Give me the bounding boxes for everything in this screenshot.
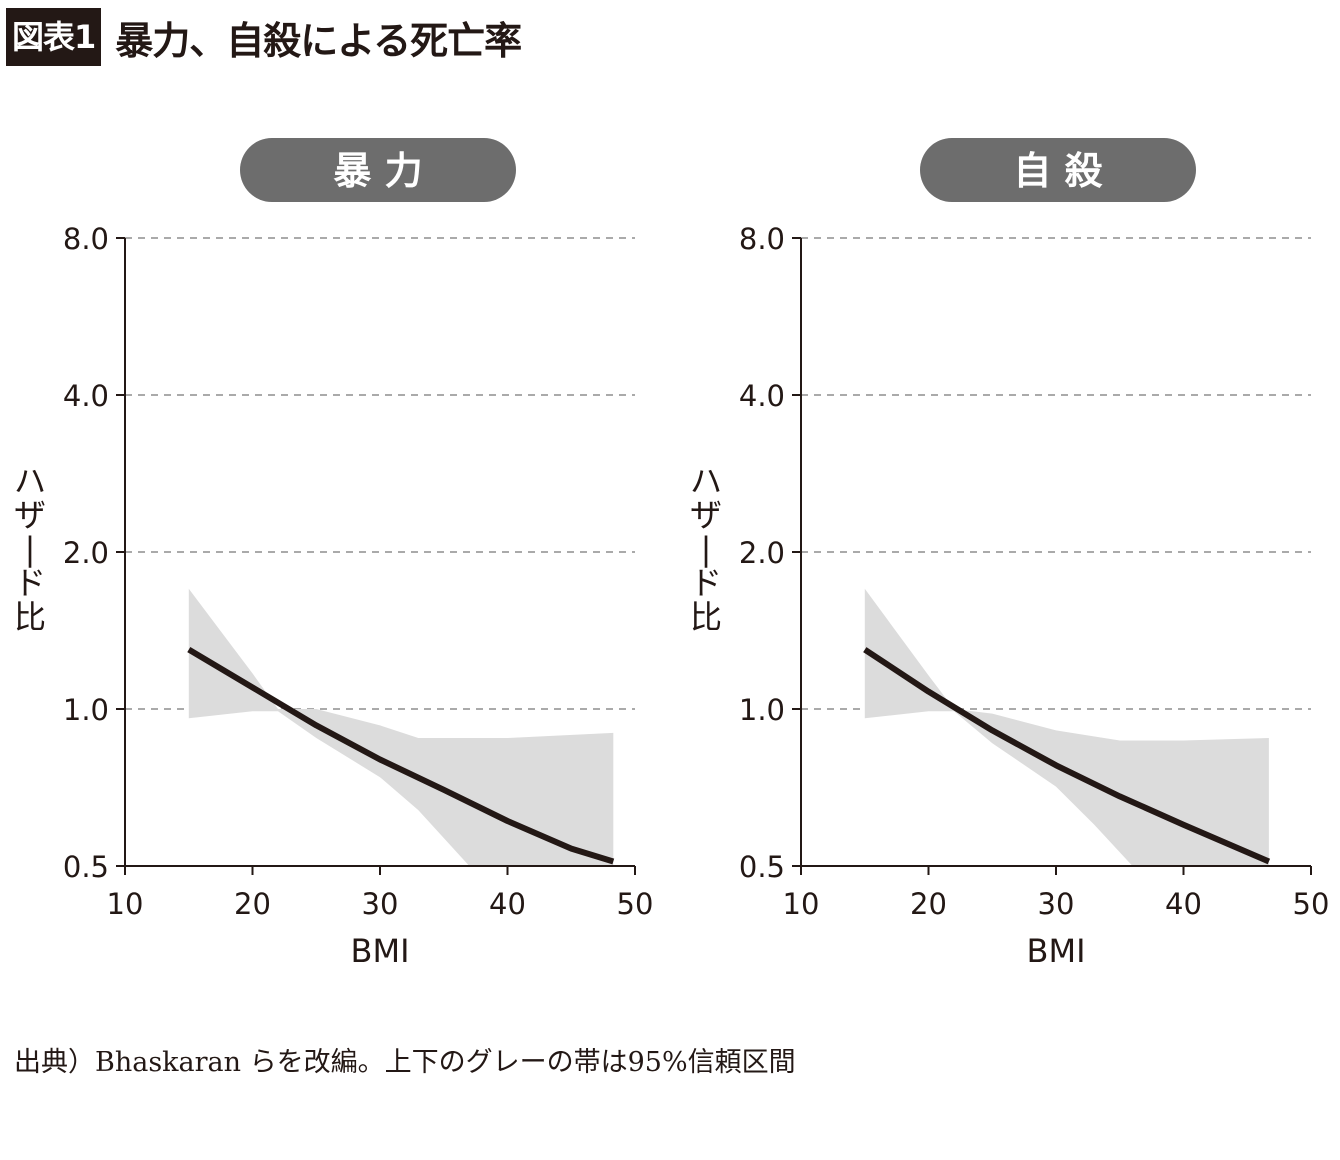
figure-tag: 図表1 xyxy=(6,8,102,66)
x-tick-label: 40 xyxy=(489,887,526,921)
confidence-band xyxy=(188,588,614,866)
panel-title-pill xyxy=(920,138,1196,202)
y-tick-label: 8.0 xyxy=(63,222,109,256)
x-tick-label: 20 xyxy=(910,887,947,921)
figure-header: 図表1 暴力、自殺による死亡率 xyxy=(6,8,522,66)
source-note: 出典）Bhaskaran らを改編。上下のグレーの帯は95%信頼区間 xyxy=(14,1047,796,1078)
y-axis-label: ハザ|ド比 xyxy=(690,462,722,636)
panel-title: 自 殺 xyxy=(1013,149,1102,193)
hazard-ratio-line xyxy=(187,647,615,865)
y-tick-label: 0.5 xyxy=(739,850,785,884)
x-tick-label: 50 xyxy=(1293,887,1330,921)
x-tick-label: 50 xyxy=(617,887,654,921)
y-tick-label: 1.0 xyxy=(739,693,785,727)
y-tick-label: 8.0 xyxy=(739,222,785,256)
chart-panel-1: 暴 力 0.5 1.0 2.0 4.0 8.0 10 20 30 40 50 BMI ハザ|ド比 xyxy=(14,138,653,970)
x-tick-label: 20 xyxy=(234,887,271,921)
y-tick-label: 0.5 xyxy=(63,850,109,884)
panel-title-pill xyxy=(240,138,516,202)
charts-canvas: 暴 力 0.5 1.0 2.0 4.0 8.0 10 20 30 40 50 BMI ハザ|ド比 自 殺 0… xyxy=(14,138,1329,970)
y-tick-label: 4.0 xyxy=(63,379,109,413)
x-tick-label: 30 xyxy=(362,887,399,921)
panel-title: 暴 力 xyxy=(333,149,422,193)
figure-title: 暴力、自殺による死亡率 xyxy=(115,18,522,63)
y-tick-label: 2.0 xyxy=(63,536,109,570)
hazard-ratio-line xyxy=(863,647,1271,865)
x-tick-label: 10 xyxy=(107,887,144,921)
y-tick-label: 4.0 xyxy=(739,379,785,413)
x-tick-label: 40 xyxy=(1165,887,1202,921)
chart-panel-2: 自 殺 0.5 1.0 2.0 4.0 8.0 10 20 30 40 50 BMI ハザ|ド比 xyxy=(690,138,1329,970)
confidence-band xyxy=(864,588,1269,866)
y-tick-label: 1.0 xyxy=(63,693,109,727)
x-axis-label: BMI xyxy=(351,932,410,970)
x-axis-label: BMI xyxy=(1027,932,1086,970)
y-axis-label: ハザ|ド比 xyxy=(14,462,46,636)
x-tick-label: 10 xyxy=(783,887,820,921)
y-tick-label: 2.0 xyxy=(739,536,785,570)
x-tick-label: 30 xyxy=(1038,887,1075,921)
